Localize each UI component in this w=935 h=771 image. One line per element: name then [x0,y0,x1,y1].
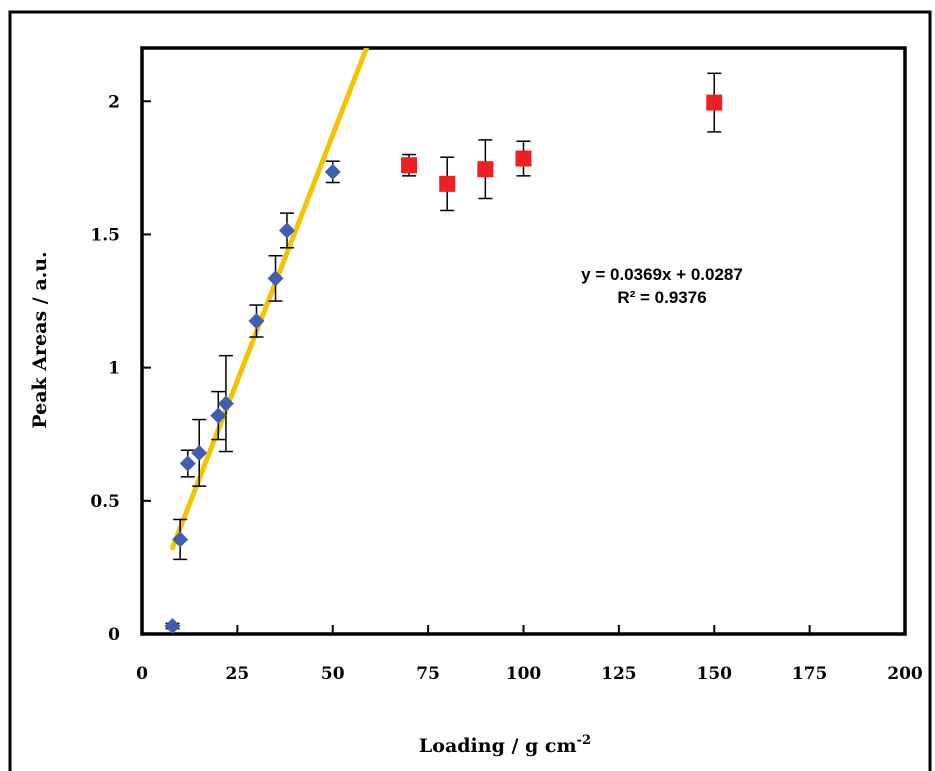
trendline-equation: y = 0.0369x + 0.0287 [581,265,743,284]
x-tick-label: 25 [226,664,250,684]
x-tick-label: 125 [601,664,637,684]
x-tick-label: 175 [792,664,828,684]
y-tick-label: 0 [108,625,120,645]
y-tick-label: 1.5 [90,225,120,245]
x-tick-label: 0 [136,664,148,684]
x-tick-label: 150 [697,664,733,684]
data-point-square [439,175,456,192]
data-point-diamond [324,163,341,180]
data-point-diamond [217,395,234,412]
linear-trendline [170,48,370,551]
data-point-diamond [278,222,295,239]
y-axis-title: Peak Areas / a.u. [29,251,51,428]
x-tick-label: 200 [887,664,923,684]
y-axis-ticks: 0 0.5 1 1.5 2 [90,92,151,645]
data-point-square [515,150,532,167]
data-point-diamond [164,618,181,635]
y-tick-label: 1 [108,359,120,379]
plot-area [140,46,907,636]
x-axis-ticks: 0 25 50 75 100 125 150 175 200 [136,625,923,684]
data-point-diamond [248,313,265,330]
data-point-diamond [172,531,189,548]
trendline-r-squared: R² = 0.9376 [617,288,706,307]
x-tick-label: 75 [416,664,440,684]
y-tick-label: 0.5 [90,492,120,512]
data-point-square [477,161,494,178]
x-axis-title: Loading / g cm-2 [419,733,591,757]
y-tick-label: 2 [108,92,120,112]
data-point-square [706,94,723,111]
data-point-diamond [179,455,196,472]
x-axis-title-superscript: -2 [577,733,591,748]
data-point-square [401,157,418,174]
x-tick-label: 100 [506,664,542,684]
data-point-diamond [191,444,208,461]
data-point-diamond [210,407,227,424]
x-tick-label: 50 [321,664,345,684]
data-point-diamond [267,270,284,287]
